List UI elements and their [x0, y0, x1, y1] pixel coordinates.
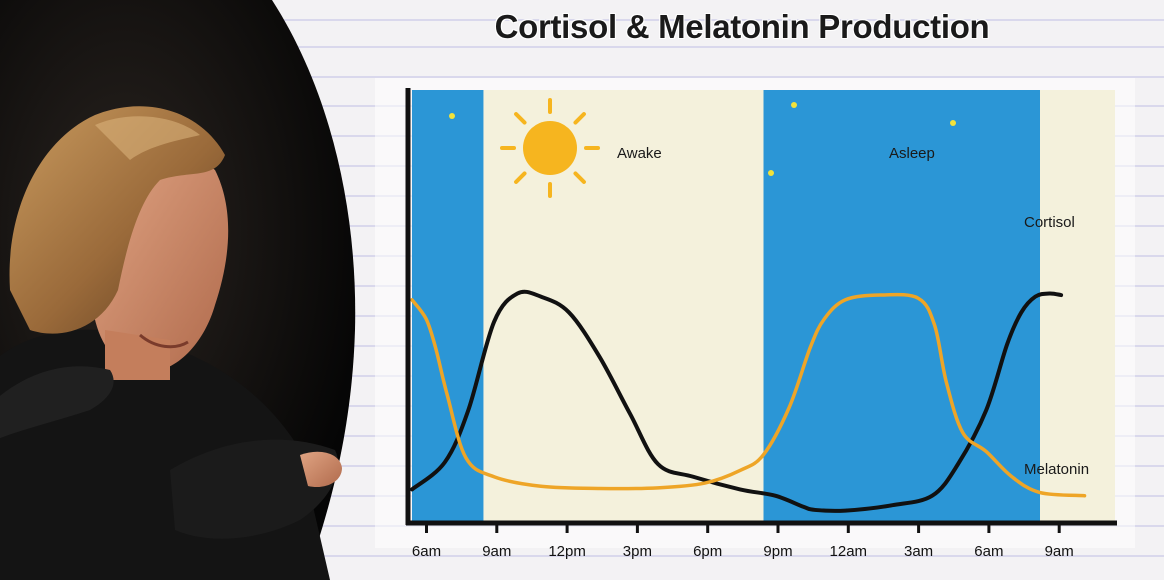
series-label-melatonin: Melatonin: [1024, 461, 1089, 478]
x-tick-label: 12am: [830, 543, 868, 560]
x-tick-label: 6am: [974, 543, 1003, 560]
chart-title: Cortisol & Melatonin Production: [494, 8, 990, 45]
x-tick-label: 12pm: [548, 543, 586, 560]
x-tick-label: 3pm: [623, 543, 652, 560]
band-day-3: [1040, 90, 1115, 521]
series-label-cortisol: Cortisol: [1024, 214, 1075, 231]
x-tick-label: 6pm: [693, 543, 722, 560]
x-tick-label: 9am: [1045, 543, 1074, 560]
sun-icon: [500, 98, 600, 198]
x-tick-label: 3am: [904, 543, 933, 560]
x-tick-label: 9pm: [763, 543, 792, 560]
series-line-cortisol: [410, 289, 1064, 513]
series-line-melatonin: [410, 292, 1087, 498]
band-night-2: [763, 90, 1041, 521]
star-2: [950, 120, 956, 126]
star-3: [768, 170, 774, 176]
star-0: [449, 113, 455, 119]
band-night-0: [412, 90, 484, 521]
band-label-awake: Awake: [617, 145, 662, 162]
star-1: [791, 102, 797, 108]
x-tick-label: 6am: [412, 543, 441, 560]
x-tick-label: 9am: [482, 543, 511, 560]
band-label-asleep: Asleep: [889, 145, 935, 162]
